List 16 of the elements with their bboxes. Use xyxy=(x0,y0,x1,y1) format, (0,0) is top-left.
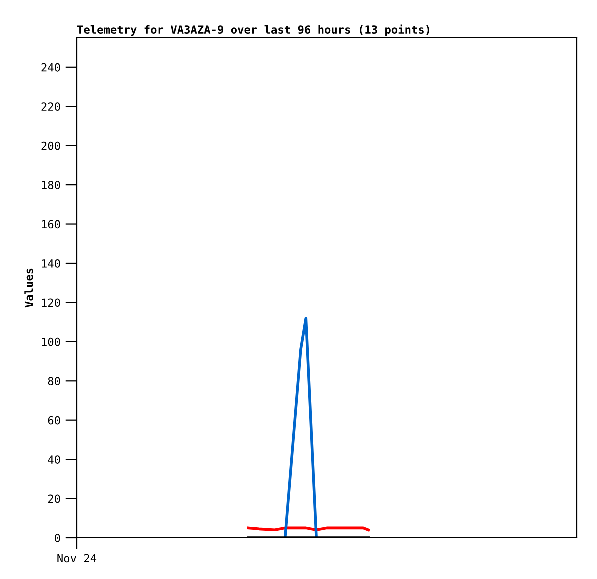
y-tick-label: 240 xyxy=(42,63,60,72)
y-tick-label: 40 xyxy=(48,456,60,464)
chart-title: Telemetry for VA3AZA-9 over last 96 hours (13 points) xyxy=(77,24,430,36)
y-tick-label: 120 xyxy=(42,298,60,308)
y-tick-label: 180 xyxy=(42,181,60,190)
y-tick-label: 140 xyxy=(42,259,60,268)
y-tick-label: 100 xyxy=(42,338,60,346)
y-tick-label: 160 xyxy=(42,220,60,229)
y-tick-label: 80 xyxy=(48,377,60,386)
y-axis-title: Values xyxy=(24,268,34,308)
y-tick-label: 20 xyxy=(48,494,60,504)
y-tick-label: 200 xyxy=(42,142,60,150)
y-tick-label: 0 xyxy=(55,534,60,542)
y-tick-label: 220 xyxy=(42,102,60,112)
x-tick-label: Nov 24 xyxy=(58,554,97,563)
y-tick-label: 60 xyxy=(48,416,60,425)
